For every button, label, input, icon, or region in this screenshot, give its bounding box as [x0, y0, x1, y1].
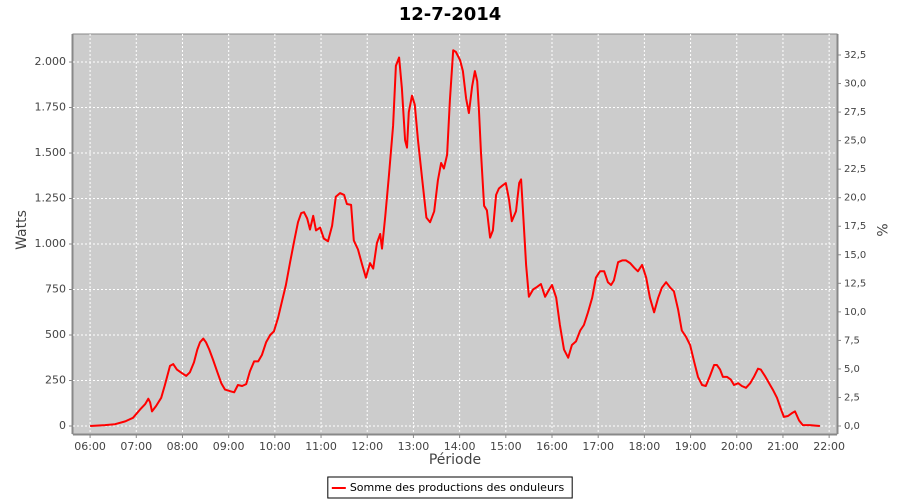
y2-tick-label: 32,5: [844, 50, 866, 61]
y-tick-label: 1.250: [35, 192, 67, 205]
legend-box: [327, 476, 573, 499]
x-tick-label: 16:00: [536, 440, 568, 453]
y2-tick-label: 0,0: [844, 421, 860, 432]
x-tick-label: 18:00: [629, 440, 661, 453]
y-tick-label: 0: [59, 419, 66, 432]
y2-tick-label: 5,0: [844, 364, 860, 375]
y-axis-label: Watts: [14, 210, 30, 250]
x-tick-label: 10:00: [259, 440, 291, 453]
y2-tick-label: 27,5: [844, 107, 866, 118]
y2-tick-label: 10,0: [844, 307, 866, 318]
chart-title: 12-7-2014: [399, 4, 502, 25]
y2-tick-label: 25,0: [844, 136, 866, 147]
y-tick-label: 250: [45, 373, 66, 386]
y2-tick-label: 15,0: [844, 250, 866, 261]
series-line: [90, 49, 820, 427]
y2-tick-label: 17,5: [844, 221, 866, 232]
x-tick-label: 22:00: [813, 440, 845, 453]
y-tick-label: 2.000: [35, 55, 67, 68]
y-tick-label: 750: [45, 283, 66, 296]
x-tick-label: 08:00: [167, 440, 199, 453]
x-tick-label: 15:00: [490, 440, 522, 453]
y2-tick-label: 30,0: [844, 79, 866, 90]
y2-tick-label: 12,5: [844, 278, 866, 289]
y2-tick-label: 2,5: [844, 392, 860, 403]
x-tick-label: 06:00: [74, 440, 106, 453]
y2-tick-label: 7,5: [844, 335, 860, 346]
y2-axis-label: %: [873, 223, 889, 236]
x-tick-label: 11:00: [305, 440, 337, 453]
y2-tick-label: 22,5: [844, 164, 866, 175]
plot-area: [72, 33, 838, 435]
x-axis-label: Période: [429, 452, 481, 468]
x-tick-label: 20:00: [721, 440, 753, 453]
x-tick-label: 21:00: [767, 440, 799, 453]
legend-label: Somme des productions des onduleurs: [350, 481, 565, 494]
y-tick-label: 1.750: [35, 101, 67, 114]
x-tick-label: 12:00: [351, 440, 383, 453]
y-tick-label: 500: [45, 328, 66, 341]
legend: Somme des productions des onduleurs: [327, 476, 573, 499]
x-tick-label: 19:00: [675, 440, 707, 453]
x-tick-label: 14:00: [444, 440, 476, 453]
x-tick-label: 13:00: [398, 440, 430, 453]
y2-tick-label: 20,0: [844, 193, 866, 204]
y-tick-label: 1.500: [35, 146, 67, 159]
y-tick-label: 1.000: [35, 237, 67, 250]
x-tick-label: 07:00: [120, 440, 152, 453]
x-tick-label: 17:00: [582, 440, 614, 453]
x-tick-label: 09:00: [213, 440, 245, 453]
